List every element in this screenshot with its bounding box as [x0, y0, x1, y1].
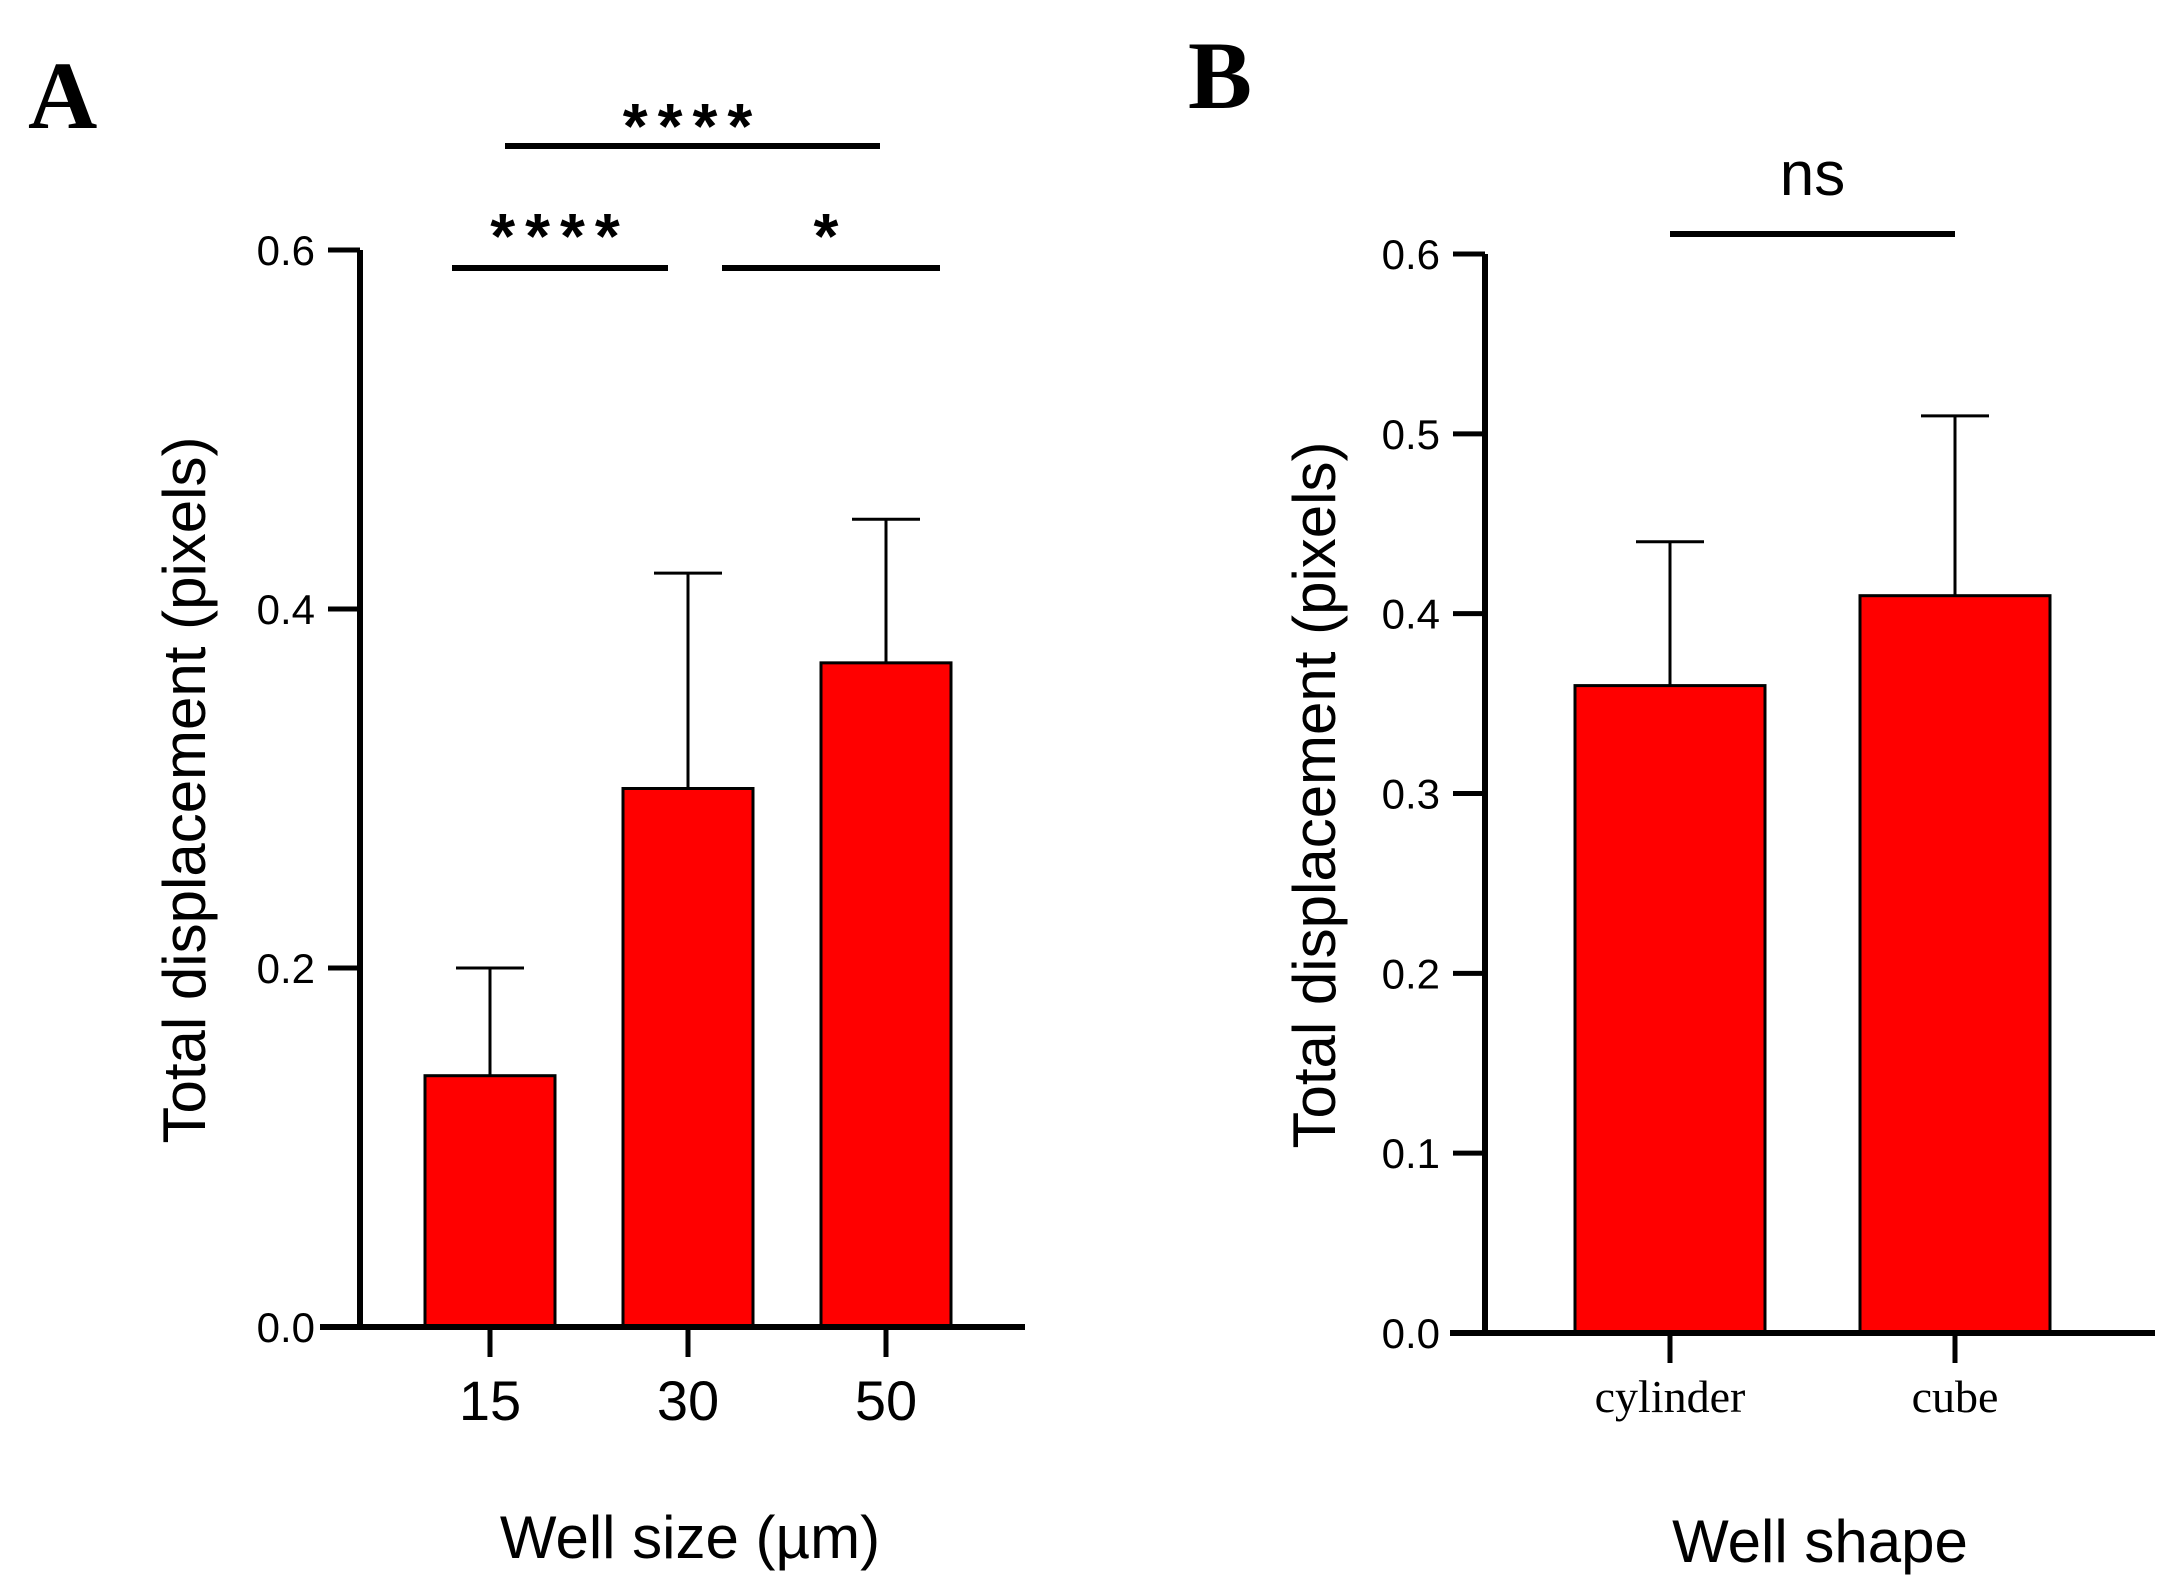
panel-b-significance: ns: [1670, 140, 1955, 237]
panel-b-y-ticks: 0.0 0.1 0.2 0.3 0.4 0.5 0.6: [1382, 231, 1485, 1357]
y-tick-label: 0.5: [1382, 411, 1440, 458]
panel-a-x-ticks: 15 30 50: [459, 1327, 917, 1432]
y-tick-label: 0.2: [257, 945, 315, 992]
bar-30: [621, 787, 755, 1329]
panel-a-significance: **** *****: [452, 90, 940, 272]
panel-b-x-axis-title: Well shape: [1672, 1508, 1968, 1575]
panel-a-y-ticks: 0.0 0.2 0.4 0.6: [257, 227, 360, 1351]
y-tick-label: 0.3: [1382, 771, 1440, 818]
y-tick-label: 0.4: [1382, 591, 1440, 638]
bar-cube: [1858, 594, 2052, 1335]
y-tick-label: 0.2: [1382, 950, 1440, 997]
x-tick-label: cylinder: [1595, 1371, 1746, 1422]
panel-a-bars: [423, 517, 953, 1329]
significance-label: ****: [623, 90, 763, 162]
y-tick-label: 0.6: [257, 227, 315, 274]
y-tick-label: 0.0: [257, 1304, 315, 1351]
panel-a-x-axis-title: Well size (µm): [500, 1504, 880, 1571]
bar-50: [819, 661, 953, 1329]
panel-a-label: A: [28, 42, 97, 149]
y-tick-label: 0.4: [257, 586, 315, 633]
significance-label: ****: [490, 200, 630, 272]
x-tick-label: 50: [855, 1369, 917, 1432]
panel-b-bars: [1573, 414, 2052, 1335]
y-tick-label: 0.1: [1382, 1130, 1440, 1177]
y-tick-label: 0.6: [1382, 231, 1440, 278]
panel-b-y-axis-title: Total displacement (pixels): [1281, 442, 1348, 1149]
x-tick-label: 30: [657, 1369, 719, 1432]
x-tick-label: 15: [459, 1369, 521, 1432]
panel-a-y-axis-title: Total displacement (pixels): [151, 437, 218, 1144]
y-tick-label: 0.0: [1382, 1310, 1440, 1357]
panel-b: B 0.00.10.20.30.40.50.6 cylinder cube ns …: [1188, 22, 2155, 1575]
bar-cylinder: [1573, 684, 1767, 1335]
bar-15: [423, 1074, 557, 1329]
significance-label: ns: [1780, 140, 1845, 209]
panel-b-label: B: [1188, 22, 1252, 129]
panel-b-x-ticks: cylinder cube: [1595, 1333, 1999, 1422]
significance-label: *: [814, 200, 849, 272]
x-tick-label: cube: [1912, 1371, 1999, 1422]
panel-a: A 0.00.20.40.6 15 30 50 **** ***** Total di…: [28, 42, 1025, 1571]
panel-a-axes: [320, 250, 1025, 1330]
